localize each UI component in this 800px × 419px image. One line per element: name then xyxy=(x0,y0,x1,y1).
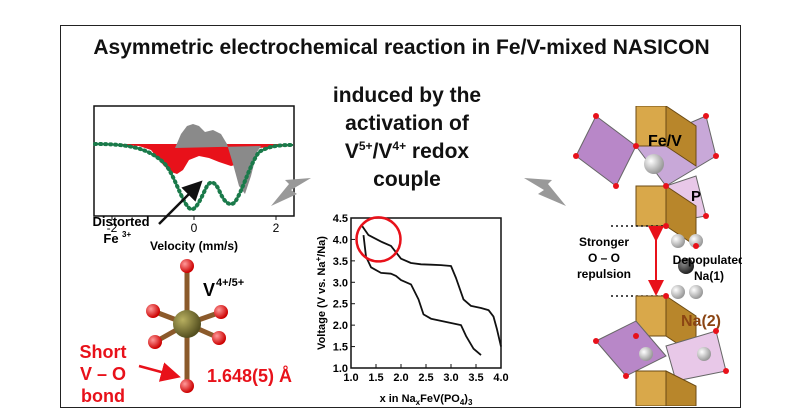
subtitle-line-3: V5+/V4+ redox couple xyxy=(317,138,497,194)
redox-v1: V xyxy=(344,140,359,163)
short-bond-note-2: V – O xyxy=(80,364,126,384)
crystal-structure-panel: Fe/V P Stronger O – O repulsion Depopula… xyxy=(573,106,742,406)
annotation-distorted: Distorted xyxy=(92,214,149,229)
oxygen-atom xyxy=(214,305,228,319)
subtitle: induced by the activation of V5+/V4+ red… xyxy=(317,82,497,194)
oxygen-atom xyxy=(180,259,194,273)
oxygen-atoms xyxy=(573,113,729,379)
po4-tetrahedron xyxy=(595,320,667,377)
x-tick-label: 1.5 xyxy=(368,372,383,384)
discharge-curve xyxy=(362,234,482,356)
voltage-ylabel: Voltage (V vs. Na+/Na) xyxy=(314,236,328,350)
gray-arrow-right xyxy=(524,178,566,206)
charge-curve xyxy=(360,223,502,347)
subtitle-line-2: activation of xyxy=(345,112,469,135)
sodium-atom xyxy=(639,347,653,361)
x-tick-label: 2.5 xyxy=(418,372,433,384)
mossbauer-panel: Distorted Fe 3+ -2 0 2 Velocity (mm/s) xyxy=(92,105,295,253)
x-tick-label: 2.0 xyxy=(393,372,408,384)
x-tick-label: 3.5 xyxy=(468,372,483,384)
sodium-atom xyxy=(644,154,664,174)
fev-label: Fe/V xyxy=(648,133,682,150)
data-points xyxy=(93,142,295,212)
redox-tail: redox couple xyxy=(373,140,470,191)
short-bond-note-3: bond xyxy=(81,386,125,406)
right-arrow-shape xyxy=(524,178,566,206)
fev-octahedron xyxy=(635,106,667,147)
fev-octahedron xyxy=(635,185,667,227)
redox-mid: /V xyxy=(372,140,393,163)
short-bond-arrow xyxy=(138,362,181,382)
repulsion-line-3: repulsion xyxy=(577,267,631,281)
sodium-atom xyxy=(689,234,703,248)
figure-frame: Asymmetric electrochemical reaction in F… xyxy=(60,25,742,408)
voltage-xlabel: x in NaxFeV(PO4)3 xyxy=(380,393,473,406)
y-tick-label: 2.5 xyxy=(333,299,348,311)
repulsion-line-1: Stronger xyxy=(579,235,629,249)
bond-length-label: 1.648(5) Å xyxy=(207,366,292,386)
x-tick-label: 3.0 xyxy=(443,372,458,384)
y-tick-label: 4.0 xyxy=(333,234,348,246)
xtick-label: 0 xyxy=(191,221,198,235)
left-arrow-shape xyxy=(271,178,311,206)
sodium-atom xyxy=(671,234,685,248)
vanadium-atom xyxy=(173,310,201,338)
gray-arrow-left xyxy=(271,178,311,206)
y-tick-label: 3.0 xyxy=(333,277,348,289)
annotation-fe-sup: 3+ xyxy=(122,230,131,239)
oxygen-atom xyxy=(148,335,162,349)
depop-line-2: Na(1) xyxy=(694,269,724,283)
oxygen-atom xyxy=(212,331,226,345)
v-label: V xyxy=(203,280,215,300)
y-tick-label: 2.0 xyxy=(333,320,348,332)
x-tick-label: 4.0 xyxy=(493,372,508,384)
v-label-sup: 4+/5+ xyxy=(216,277,244,289)
y-tick-label: 4.5 xyxy=(333,213,348,225)
y-tick-label: 3.5 xyxy=(333,256,348,268)
redox-sup2: 4+ xyxy=(392,139,407,153)
fev-octahedron xyxy=(635,370,667,406)
na2-label: Na(2) xyxy=(681,313,721,330)
y-tick-label: 1.0 xyxy=(333,363,348,375)
sodium-atom xyxy=(689,285,703,299)
xtick-label: 2 xyxy=(273,221,280,235)
oxygen-atom xyxy=(180,379,194,393)
oxygen-atom xyxy=(146,304,160,318)
sodium-atom xyxy=(671,285,685,299)
po4-tetrahedron xyxy=(575,115,637,187)
fe2-subspectrum xyxy=(175,124,261,194)
voltage-profile-chart: 1.0 1.5 2.0 2.5 3.0 3.5 4.0 1.0 1.5 2.0 2.5 3.0 3.5 4… xyxy=(314,213,509,406)
voltage-axes-box xyxy=(350,217,502,369)
mossbauer-xlabel: Velocity (mm/s) xyxy=(150,239,238,253)
repulsion-line-2: O – O xyxy=(588,251,620,265)
highlight-circle xyxy=(355,216,402,263)
vo6-panel: V 4+/5+ Short V – O bond 1.648(5) Å xyxy=(80,259,292,406)
sodium-atom xyxy=(697,347,711,361)
annotation-arrow xyxy=(158,180,203,225)
y-tick-label: 1.5 xyxy=(333,342,348,354)
subtitle-line-1: induced by the xyxy=(332,84,482,107)
xtick-label: -2 xyxy=(107,221,118,235)
depopulated-na1-atom xyxy=(678,258,694,274)
annotation-fe: Fe xyxy=(103,231,118,246)
voltage-curves xyxy=(360,223,502,356)
redox-sup1: 5+ xyxy=(358,139,373,153)
depop-line-1: Depopulated xyxy=(673,253,742,267)
voltage-ticks: 1.0 1.5 2.0 2.5 3.0 3.5 4.0 1.0 1.5 2.0 2.5 3.0 3.5 4… xyxy=(333,213,509,384)
figure-title: Asymmetric electrochemical reaction in F… xyxy=(93,36,710,59)
short-bond-note-1: Short xyxy=(80,342,127,362)
x-tick-label: 1.0 xyxy=(343,372,358,384)
p-label: P xyxy=(691,188,701,205)
